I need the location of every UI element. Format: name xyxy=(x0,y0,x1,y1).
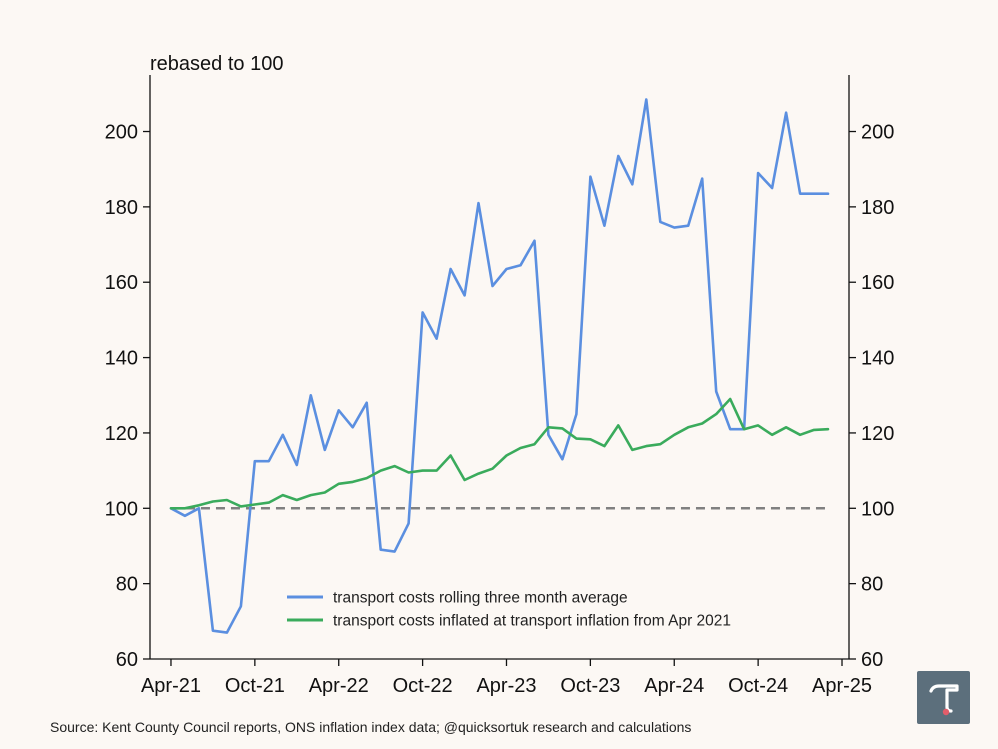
x-tick-label: Oct-21 xyxy=(225,675,285,697)
x-tick-label: Oct-24 xyxy=(728,675,788,697)
y-tick-label-left: 160 xyxy=(105,272,138,294)
y-tick-label-right: 200 xyxy=(861,122,894,144)
y-tick-label-left: 80 xyxy=(116,574,138,596)
y-tick-label-right: 160 xyxy=(861,272,894,294)
x-tick-label: Apr-21 xyxy=(141,675,201,697)
x-tick-label: Apr-22 xyxy=(309,675,369,697)
y-tick-label-right: 80 xyxy=(861,574,883,596)
x-tick-label: Oct-22 xyxy=(393,675,453,697)
y-tick-label-left: 60 xyxy=(116,649,138,671)
series-line-1 xyxy=(169,98,830,634)
y-tick-label-right: 120 xyxy=(861,423,894,445)
y-axis-label: rebased to 100 xyxy=(150,53,283,75)
y-tick-label-left: 120 xyxy=(105,423,138,445)
x-tick-label: Apr-24 xyxy=(644,675,704,697)
y-tick-label-left: 100 xyxy=(105,498,138,520)
y-tick-label-right: 60 xyxy=(861,649,883,671)
legend-label-2: transport costs inflated at transport in… xyxy=(333,613,731,630)
y-tick-label-right: 140 xyxy=(861,348,894,370)
legend-label-1: transport costs rolling three month aver… xyxy=(333,590,628,607)
x-tick-label: Apr-23 xyxy=(476,675,536,697)
y-tick-label-left: 140 xyxy=(105,348,138,370)
x-tick-label: Apr-25 xyxy=(812,675,872,697)
tau-logo xyxy=(917,671,970,724)
y-tick-label-left: 180 xyxy=(105,197,138,219)
x-tick-label: Oct-23 xyxy=(560,675,620,697)
y-tick-label-left: 200 xyxy=(105,122,138,144)
y-tick-label-right: 180 xyxy=(861,197,894,219)
axes-group: 60 60 80 80 100 100 120 120 140 140 160 160 180 180 20… xyxy=(105,75,894,697)
series-group xyxy=(169,98,830,634)
series-line-2 xyxy=(169,397,830,510)
y-tick-label-right: 100 xyxy=(861,498,894,520)
source-note: Source: Kent County Council reports, ONS… xyxy=(50,719,692,735)
legend: transport costs rolling three month aver… xyxy=(287,590,731,630)
tau-icon xyxy=(929,684,959,716)
